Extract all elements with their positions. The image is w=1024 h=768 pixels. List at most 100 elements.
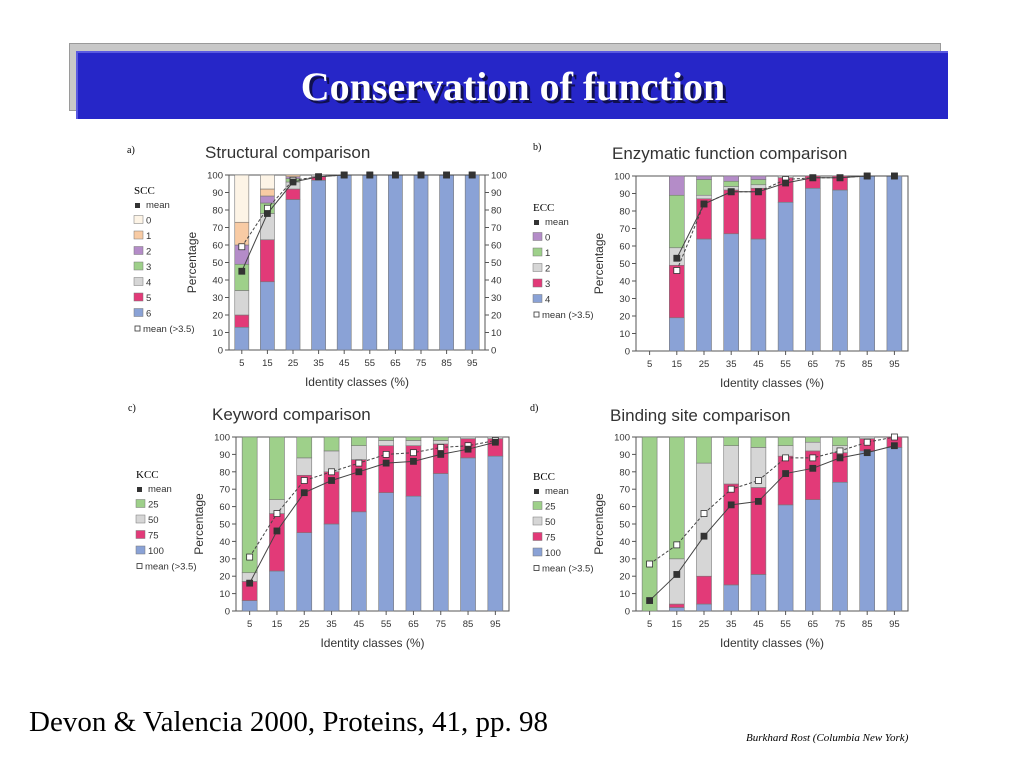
mean-marker	[437, 450, 445, 458]
x-axis-label: Identity classes (%)	[720, 376, 824, 390]
bar-segment	[696, 238, 712, 352]
x-tick-label: 5	[647, 359, 652, 370]
x-tick-label: 75	[835, 619, 846, 630]
legend-mean35-swatch	[134, 325, 141, 332]
y-tick-label: 90	[219, 450, 230, 461]
mean-marker	[891, 442, 898, 450]
bar-segment	[388, 174, 403, 351]
bar-segment	[750, 574, 767, 612]
chart-title: Structural comparison	[205, 143, 370, 162]
bar-segment	[886, 447, 903, 612]
mean-over-3-5-marker	[646, 560, 653, 568]
y-tick-label: 80	[219, 467, 230, 478]
x-tick-label: 75	[435, 619, 446, 630]
bar-segment	[805, 436, 821, 443]
mean-marker	[263, 210, 271, 217]
bar-segment	[311, 179, 326, 351]
bar-segment	[859, 175, 875, 352]
panel-label: d)	[530, 403, 538, 414]
bar-segment	[432, 440, 449, 445]
mean-marker	[355, 468, 363, 476]
mean-marker	[417, 171, 425, 179]
mean-marker	[700, 200, 708, 208]
legend-title: BCC	[533, 471, 555, 483]
bar-segment	[805, 187, 821, 352]
mean-over-3-5-marker	[755, 477, 762, 484]
mean-marker	[491, 438, 499, 446]
bar-segment	[439, 174, 454, 351]
legend-mean-label: mean	[545, 217, 569, 228]
legend-item-label: 1	[545, 248, 550, 259]
y-tick-label: 80	[619, 467, 630, 478]
bar-segment	[696, 179, 712, 196]
bar-segment	[296, 457, 313, 476]
mean-marker	[836, 174, 844, 182]
bar-segment	[723, 445, 739, 485]
bar-segment	[260, 188, 275, 197]
legend-title: ECC	[533, 202, 554, 214]
panel-label: c)	[128, 403, 136, 414]
bar-segment	[669, 558, 685, 605]
legend-mean-swatch	[534, 489, 539, 494]
mean-marker	[836, 454, 844, 462]
bar-segment	[669, 194, 685, 249]
legend-swatch	[135, 514, 146, 524]
legend-swatch	[532, 501, 543, 510]
mean-over-3-5-marker	[863, 438, 871, 446]
y-tick-label: 20	[619, 312, 630, 323]
bar-segment	[260, 195, 275, 204]
x-tick-label: 65	[408, 619, 419, 630]
x-tick-label: 25	[699, 359, 710, 370]
legend-item-label: 3	[545, 279, 550, 290]
mean-marker	[700, 532, 708, 540]
mean-over-3-5-line	[241, 174, 473, 248]
y-tick-label: 50	[212, 258, 223, 269]
x-tick-label: 95	[889, 619, 900, 630]
mean-marker	[382, 459, 390, 467]
chart-panel-2: b) Enzymatic function comparison010203040…	[532, 142, 909, 390]
x-tick-label: 55	[365, 358, 376, 369]
mean-over-3-5-marker	[700, 510, 708, 517]
x-tick-label: 35	[726, 619, 737, 630]
mean-over-3-5-marker	[673, 541, 681, 549]
mean-over-3-5-marker	[891, 433, 898, 441]
y-axis-label: Percentage	[192, 493, 206, 555]
y-tick-label-right: 50	[491, 258, 502, 269]
x-tick-label: 65	[808, 359, 819, 370]
legend-swatch	[532, 232, 543, 241]
bar-segment	[413, 174, 429, 351]
mean-marker	[468, 171, 476, 179]
bar-segment	[696, 575, 712, 605]
bar-segment	[805, 441, 821, 452]
x-tick-label: 55	[780, 359, 791, 370]
bar-segment	[405, 440, 422, 447]
y-tick-label: 40	[212, 276, 223, 287]
mean-marker	[289, 178, 297, 186]
y-tick-label: 0	[225, 607, 230, 618]
legend-swatch	[133, 277, 144, 286]
mean-line	[241, 174, 473, 272]
y-tick-label: 40	[619, 277, 630, 288]
x-tick-label: 55	[381, 619, 392, 630]
mean-marker	[891, 172, 898, 180]
mean-marker	[410, 457, 417, 465]
x-tick-label: 25	[288, 358, 299, 369]
mean-marker	[673, 254, 681, 262]
legend-mean-label: mean	[148, 484, 172, 495]
bar-segment	[432, 473, 449, 612]
legend-item-label: 1	[146, 231, 151, 242]
bar-segment	[777, 455, 794, 506]
legend-swatch	[133, 246, 144, 255]
bar-segment	[777, 436, 794, 446]
bar-segment	[260, 213, 275, 241]
mean-over-3-5-marker	[836, 447, 844, 455]
mean-over-3-5-marker	[355, 459, 363, 467]
bar-segment	[859, 450, 875, 612]
bar-segment	[723, 483, 739, 586]
y-tick-label: 10	[212, 328, 223, 339]
mean-marker	[727, 501, 735, 509]
bar-segment	[296, 532, 313, 612]
x-tick-label: 45	[753, 359, 764, 370]
legend-swatch	[135, 499, 146, 508]
